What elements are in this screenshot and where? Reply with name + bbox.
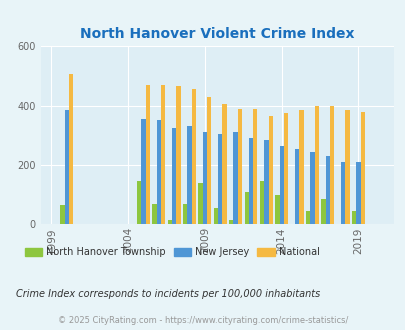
Bar (217, 134, 222, 224)
Bar (309, 152, 314, 224)
Bar (360, 112, 364, 224)
Bar (152, 204, 156, 224)
Bar (268, 116, 272, 224)
Bar (259, 181, 264, 224)
Bar (275, 195, 279, 224)
Bar (325, 156, 329, 224)
Bar (305, 211, 309, 224)
Bar (207, 97, 211, 224)
Bar (294, 148, 298, 224)
Bar (64, 110, 69, 224)
Bar (298, 110, 303, 224)
Bar (244, 192, 248, 224)
Legend: North Hanover Township, New Jersey, National: North Hanover Township, New Jersey, Nati… (21, 243, 322, 261)
Bar (167, 220, 172, 224)
Bar (145, 85, 149, 224)
Bar (329, 106, 333, 224)
Bar (279, 146, 283, 224)
Bar (202, 132, 207, 224)
Text: Crime Index corresponds to incidents per 100,000 inhabitants: Crime Index corresponds to incidents per… (16, 289, 320, 299)
Bar (198, 183, 202, 224)
Bar (141, 119, 145, 224)
Bar (60, 205, 64, 224)
Bar (264, 140, 268, 224)
Bar (320, 199, 325, 224)
Bar (161, 85, 165, 224)
Bar (69, 75, 73, 224)
Bar (356, 162, 360, 224)
Bar (172, 128, 176, 224)
Bar (233, 132, 237, 224)
Bar (237, 109, 241, 224)
Bar (213, 208, 217, 224)
Bar (176, 86, 180, 224)
Bar (283, 113, 288, 224)
Bar (191, 89, 196, 224)
Bar (187, 126, 191, 224)
Bar (248, 138, 253, 224)
Text: © 2025 CityRating.com - https://www.cityrating.com/crime-statistics/: © 2025 CityRating.com - https://www.city… (58, 316, 347, 325)
Bar (344, 110, 349, 224)
Bar (340, 162, 344, 224)
Bar (253, 109, 257, 224)
Bar (137, 181, 141, 224)
Bar (183, 204, 187, 224)
Bar (222, 104, 226, 224)
Title: North Hanover Violent Crime Index: North Hanover Violent Crime Index (80, 27, 354, 41)
Bar (314, 106, 318, 224)
Bar (229, 220, 233, 224)
Bar (156, 120, 161, 224)
Bar (351, 211, 356, 224)
